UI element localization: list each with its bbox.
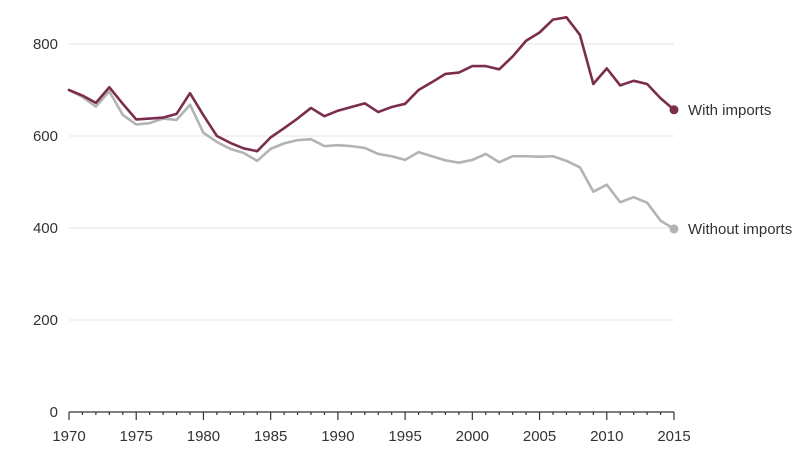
- x-tick-label-1995: 1995: [388, 428, 421, 445]
- x-tick-label-1980: 1980: [187, 428, 220, 445]
- x-axis: [68, 411, 675, 420]
- label-layer: 0 200 400 600 800 1970 1975 1980 1985 1990 1995 200…: [33, 36, 792, 445]
- x-tick-label-2000: 2000: [456, 428, 489, 445]
- series-layer: [67, 16, 679, 234]
- x-tick-label-1975: 1975: [120, 428, 153, 445]
- x-tick-label-1990: 1990: [321, 428, 354, 445]
- grid-layer: [69, 43, 674, 321]
- y-tick-label-800: 800: [33, 36, 58, 53]
- y-tick-label-400: 400: [33, 220, 58, 237]
- y-tick-label-600: 600: [33, 128, 58, 145]
- y-tick-label-200: 200: [33, 312, 58, 329]
- x-tick-label-2005: 2005: [523, 428, 556, 445]
- y-tick-label-0: 0: [50, 404, 58, 421]
- series-line-with-imports: [67, 16, 676, 153]
- x-tick-label-2015: 2015: [657, 428, 690, 445]
- end-point-without-imports: [669, 224, 679, 234]
- series-label-without-imports: Without imports: [688, 221, 792, 238]
- end-point-with-imports: [669, 105, 679, 115]
- x-tick-label-1970: 1970: [52, 428, 85, 445]
- x-tick-label-2010: 2010: [590, 428, 623, 445]
- series-line-without-imports: [67, 88, 676, 231]
- series-label-with-imports: With imports: [688, 102, 771, 119]
- x-tick-label-1985: 1985: [254, 428, 287, 445]
